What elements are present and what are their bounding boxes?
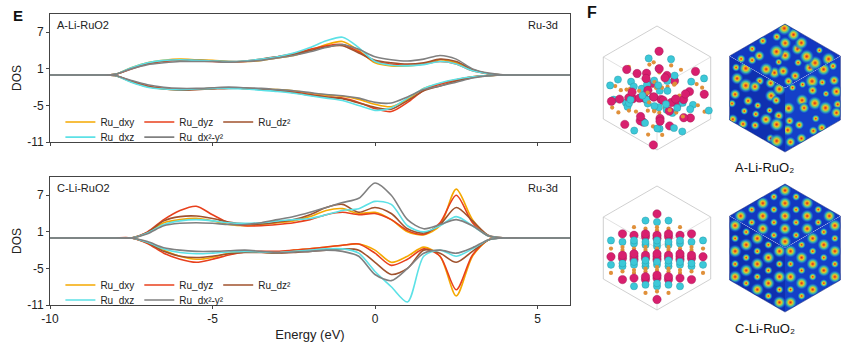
svg-text:-10: -10	[41, 312, 59, 326]
svg-text:-11: -11	[27, 298, 44, 312]
svg-text:Ru_dxy: Ru_dxy	[100, 280, 134, 291]
svg-text:Ru_dx²-y²: Ru_dx²-y²	[179, 132, 224, 143]
svg-text:Ru_dyz: Ru_dyz	[179, 117, 213, 128]
svg-text:E: E	[13, 7, 23, 24]
svg-text:Energy (eV): Energy (eV)	[275, 327, 344, 342]
svg-text:1: 1	[37, 62, 44, 76]
svg-text:-5: -5	[33, 262, 44, 276]
svg-text:-11: -11	[27, 135, 44, 149]
svg-text:Ru_dz²: Ru_dz²	[258, 117, 291, 128]
svg-text:Ru-3d: Ru-3d	[528, 182, 558, 194]
svg-text:F: F	[587, 4, 597, 21]
svg-text:Ru_dx²-y²: Ru_dx²-y²	[179, 295, 224, 306]
svg-text:DOS: DOS	[10, 65, 24, 91]
svg-text:A-Li-RuO2: A-Li-RuO2	[57, 19, 109, 31]
svg-text:Ru_dxz: Ru_dxz	[100, 295, 134, 306]
svg-text:0: 0	[372, 312, 379, 326]
svg-text:Ru_dxy: Ru_dxy	[100, 117, 134, 128]
svg-text:A-Li-RuO₂: A-Li-RuO₂	[735, 160, 794, 175]
svg-text:-5: -5	[33, 99, 44, 113]
svg-text:C-Li-RuO2: C-Li-RuO2	[57, 182, 110, 194]
svg-text:Ru_dyz: Ru_dyz	[179, 280, 213, 291]
svg-text:7: 7	[37, 25, 44, 39]
svg-text:-5: -5	[207, 312, 218, 326]
svg-text:7: 7	[37, 188, 44, 202]
svg-text:DOS: DOS	[10, 228, 24, 254]
svg-text:Ru_dz²: Ru_dz²	[258, 280, 291, 291]
svg-text:Ru_dxz: Ru_dxz	[100, 132, 134, 143]
svg-text:1: 1	[37, 225, 44, 239]
svg-text:Ru-3d: Ru-3d	[528, 19, 558, 31]
svg-text:C-Li-RuO₂: C-Li-RuO₂	[735, 321, 795, 336]
svg-text:5: 5	[534, 312, 541, 326]
